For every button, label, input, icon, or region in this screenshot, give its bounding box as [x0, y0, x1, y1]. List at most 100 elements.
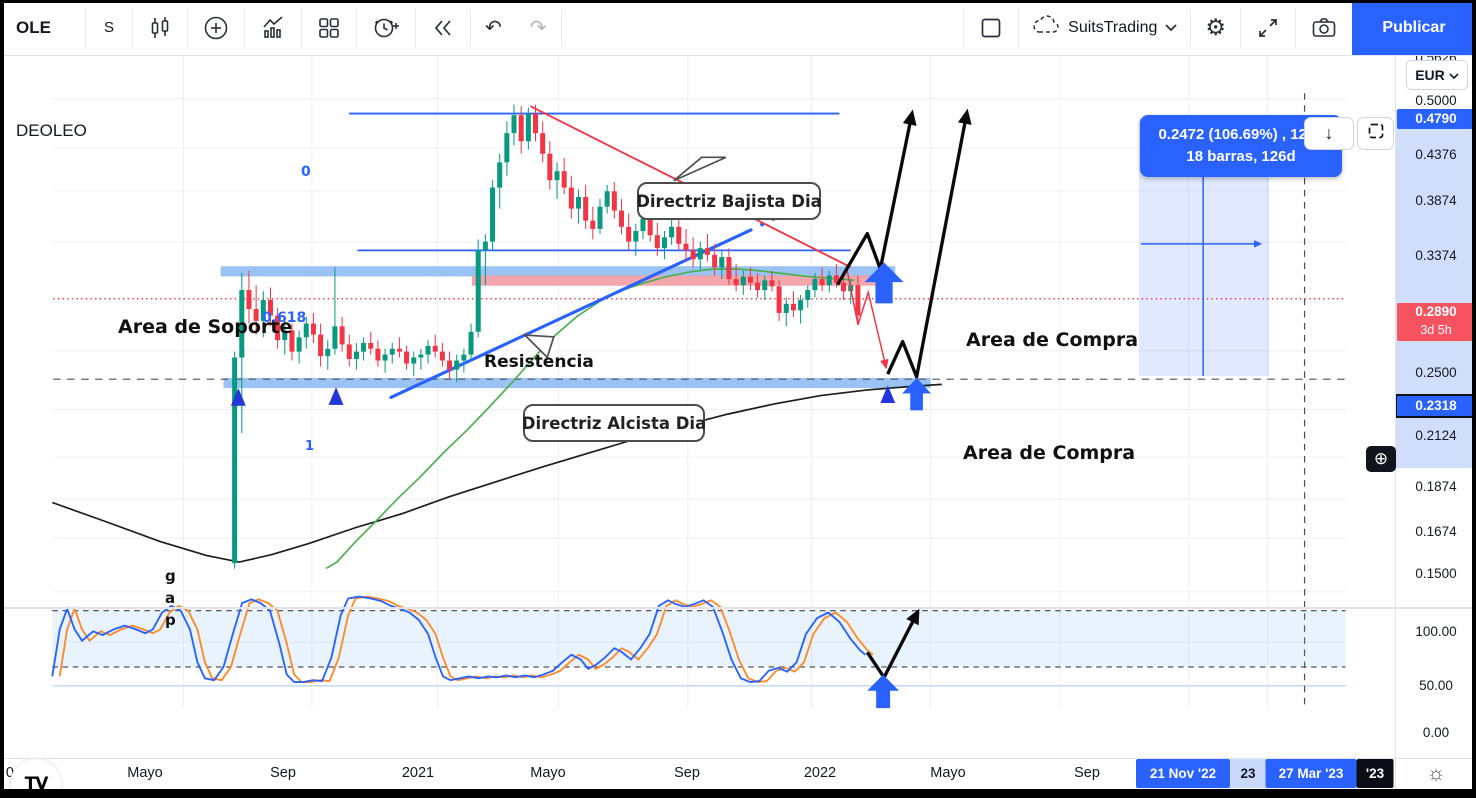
fullscreen-icon: [1255, 15, 1281, 41]
price-tick-0.5000: 0.5000: [1415, 93, 1457, 108]
chart-style-button[interactable]: [133, 0, 187, 55]
symbol-button[interactable]: OLE: [16, 17, 51, 37]
time-label-'23[interactable]: '23: [1356, 759, 1394, 788]
currency-toggle-button[interactable]: EUR: [1406, 60, 1468, 90]
cloud-icon: [1031, 14, 1061, 41]
undo-icon: ↶: [484, 16, 502, 39]
separator: [243, 8, 245, 47]
price-tick-0.4790: 0.4790: [1397, 109, 1475, 129]
time-label-Sep: Sep: [1074, 765, 1100, 781]
single-pane-icon: [978, 15, 1004, 41]
price-tick-0.3874: 0.3874: [1415, 193, 1457, 208]
separator: [186, 8, 188, 47]
measure-tooltip-line2: 18 barras, 126d: [1186, 148, 1296, 165]
price-tick-0.2890: 0.2890 3d 5h: [1397, 303, 1475, 341]
time-label-27-Mar-'23[interactable]: 27 Mar '23: [1265, 759, 1357, 788]
separator: [414, 8, 416, 47]
undo-button[interactable]: ↶: [471, 0, 516, 55]
down-arrow-icon: ↓: [1324, 123, 1334, 143]
alarm-clock-plus-icon: [371, 13, 401, 43]
separator: [560, 8, 562, 47]
circled-plus-icon: ⊕: [1373, 449, 1389, 468]
separator: [1018, 8, 1020, 47]
buy-area-bottom-label[interactable]: Area de Compra: [963, 442, 1136, 464]
separator: [469, 8, 471, 47]
create-alert-button[interactable]: [357, 0, 415, 55]
indicators-button[interactable]: [245, 0, 301, 55]
time-label-2022: 2022: [803, 765, 837, 781]
price-tick-0.1500: 0.1500: [1415, 566, 1457, 581]
price-tick-50.00: 50.00: [1419, 678, 1453, 693]
bar-replay-button[interactable]: [416, 0, 470, 55]
chart-legend[interactable]: DEOLEO: [16, 121, 87, 140]
time-label-Mayo: Mayo: [530, 765, 566, 781]
rewind-icon: [430, 15, 456, 41]
separator: [1295, 8, 1296, 47]
buy-area-top-label[interactable]: Area de Compra: [966, 329, 1139, 351]
separator: [1190, 8, 1192, 47]
axis-settings-cell[interactable]: ☼: [1396, 758, 1476, 790]
price-tick-0.00: 0.00: [1422, 725, 1450, 740]
frame-right: [1472, 0, 1476, 798]
time-axis[interactable]: 020MayoSep2021MayoSep2022MayoSep21 Nov '…: [0, 758, 1396, 790]
add-order-chip[interactable]: ⊕: [1366, 446, 1396, 472]
frame-bottom: [0, 789, 1476, 798]
fullscreen-button[interactable]: [1241, 0, 1295, 55]
time-label-Sep: Sep: [674, 765, 700, 781]
chart-pane[interactable]: DEOLEO Area de Soporte Resistencia Area …: [0, 55, 1396, 798]
price-tick-0.4376: 0.4376: [1415, 147, 1457, 162]
layout-templates-button[interactable]: [302, 0, 356, 55]
interval-button[interactable]: S: [103, 19, 114, 36]
price-tick-0.1874: 0.1874: [1415, 479, 1457, 494]
currency-label: EUR: [1415, 67, 1445, 83]
price-tick-0.2500: 0.2500: [1415, 365, 1457, 380]
separator: [1240, 8, 1241, 47]
top-toolbar: OLE S: [0, 0, 1476, 56]
sun-icon: ☼: [1426, 762, 1446, 785]
price-tick-0.2124: 0.2124: [1415, 428, 1457, 443]
price-axis[interactable]: EUR 0.5626 0.5000 0.4790 0.4376 0.3874 0.3374…: [1395, 50, 1476, 758]
bullish-trendline-callout[interactable]: Directriz Alcista Dia: [522, 404, 706, 442]
snapshot-button[interactable]: [1296, 0, 1352, 55]
fib-zero-label[interactable]: 0: [301, 164, 311, 180]
maximize-pane-button[interactable]: [1357, 117, 1394, 150]
price-tick-0.3374: 0.3374: [1415, 248, 1457, 263]
redo-icon: ↷: [529, 16, 547, 39]
toolbar-left: OLE S: [0, 0, 562, 55]
camera-icon: [1310, 15, 1338, 41]
redo-button[interactable]: ↷: [516, 0, 561, 55]
chevron-down-icon: [1164, 19, 1178, 37]
pane-divider[interactable]: [0, 607, 1476, 609]
cloud-account-button[interactable]: SuitsTrading: [1019, 0, 1190, 55]
layout-select-button[interactable]: [964, 0, 1018, 55]
separator: [84, 8, 86, 47]
gear-icon: ⚙: [1205, 14, 1226, 40]
price-tick-100.00: 100.00: [1415, 624, 1457, 639]
publish-button[interactable]: Publicar: [1352, 0, 1476, 55]
bearish-trendline-callout[interactable]: Directriz Bajista Dia: [636, 182, 822, 220]
price-tick-0.2318: 0.2318: [1395, 394, 1476, 418]
maximize-icon: [1367, 122, 1385, 145]
time-label-21-Nov-'22[interactable]: 21 Nov '22: [1136, 759, 1230, 788]
wave-one-label[interactable]: 1: [305, 439, 315, 454]
price-tick-0.1674: 0.1674: [1415, 524, 1457, 539]
settings-button[interactable]: ⚙: [1191, 0, 1240, 55]
scroll-down-button[interactable]: ↓: [1304, 117, 1354, 150]
time-axis-divider: [0, 758, 1476, 759]
frame-top: [0, 0, 1476, 3]
frame-left: [0, 0, 4, 798]
axis-divider: [1395, 55, 1396, 790]
candlestick-icon: [147, 15, 173, 41]
support-area-label[interactable]: Area de Soporte: [118, 316, 293, 338]
time-label-23[interactable]: 23: [1230, 759, 1266, 788]
resistance-label[interactable]: Resistencia: [484, 352, 594, 372]
compare-button[interactable]: [188, 0, 244, 55]
time-label-Mayo: Mayo: [930, 765, 966, 781]
fib-618-label[interactable]: 0.618: [262, 310, 307, 326]
gap-label-p: p: [165, 611, 176, 629]
separator: [131, 8, 133, 47]
gap-label-a: a: [165, 589, 176, 607]
chart-canvas[interactable]: [0, 55, 1395, 790]
measure-tooltip-line1: 0.2472 (106.69%) , 1236: [1158, 126, 1324, 143]
